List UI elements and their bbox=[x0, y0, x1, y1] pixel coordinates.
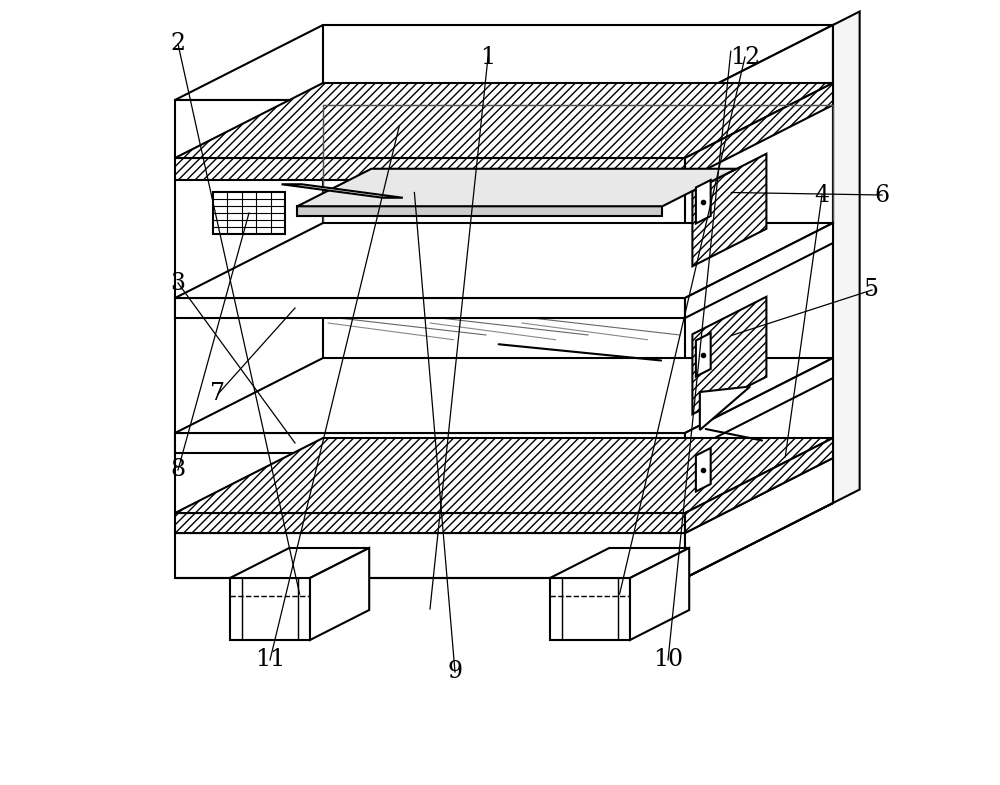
Polygon shape bbox=[696, 180, 711, 224]
Polygon shape bbox=[175, 358, 833, 433]
Text: 5: 5 bbox=[864, 279, 880, 301]
Polygon shape bbox=[310, 548, 369, 640]
Polygon shape bbox=[685, 438, 833, 533]
Polygon shape bbox=[175, 533, 685, 578]
Polygon shape bbox=[175, 433, 685, 453]
Polygon shape bbox=[175, 438, 833, 513]
Polygon shape bbox=[550, 548, 689, 578]
Polygon shape bbox=[175, 298, 685, 318]
Polygon shape bbox=[685, 223, 833, 318]
Text: 12: 12 bbox=[730, 46, 760, 68]
Polygon shape bbox=[297, 206, 662, 216]
Polygon shape bbox=[297, 169, 736, 206]
Text: 4: 4 bbox=[814, 184, 830, 206]
Polygon shape bbox=[175, 158, 685, 180]
Text: 2: 2 bbox=[170, 32, 186, 56]
Polygon shape bbox=[692, 297, 766, 414]
Polygon shape bbox=[175, 100, 685, 158]
Text: 9: 9 bbox=[447, 660, 463, 684]
Text: 3: 3 bbox=[170, 272, 186, 294]
Polygon shape bbox=[175, 83, 833, 158]
Polygon shape bbox=[213, 192, 285, 234]
Polygon shape bbox=[550, 578, 630, 640]
Polygon shape bbox=[696, 333, 711, 377]
Polygon shape bbox=[630, 548, 689, 640]
Polygon shape bbox=[175, 513, 685, 533]
Polygon shape bbox=[685, 458, 833, 578]
Polygon shape bbox=[230, 548, 369, 578]
Polygon shape bbox=[833, 12, 860, 503]
Polygon shape bbox=[281, 184, 403, 198]
Polygon shape bbox=[685, 358, 833, 453]
Text: 8: 8 bbox=[170, 458, 186, 481]
Text: 10: 10 bbox=[653, 648, 683, 671]
Polygon shape bbox=[685, 83, 833, 180]
Polygon shape bbox=[696, 448, 711, 491]
Text: 6: 6 bbox=[874, 184, 890, 206]
Polygon shape bbox=[692, 154, 766, 266]
Polygon shape bbox=[700, 386, 750, 430]
Polygon shape bbox=[685, 25, 833, 158]
Polygon shape bbox=[175, 223, 833, 298]
Text: 1: 1 bbox=[480, 46, 496, 68]
Polygon shape bbox=[175, 25, 833, 100]
Polygon shape bbox=[230, 578, 310, 640]
Text: 7: 7 bbox=[210, 382, 226, 406]
Text: 11: 11 bbox=[255, 648, 285, 671]
Polygon shape bbox=[175, 458, 833, 533]
